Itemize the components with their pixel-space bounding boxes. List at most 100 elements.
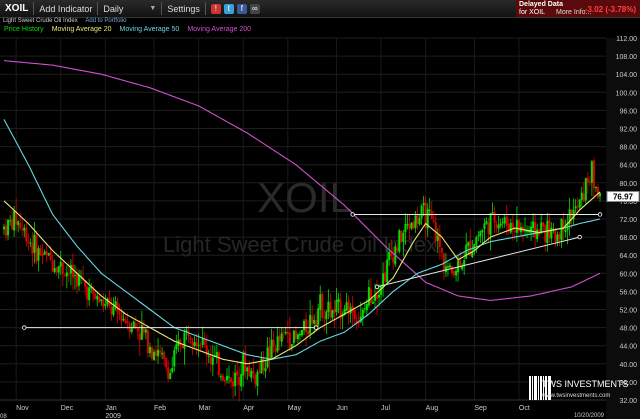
candle-down [542,222,545,227]
y-tick-label: 36.00 [619,380,637,387]
candle-up [590,161,593,183]
moving-averages [3,60,601,365]
candle-down [286,331,289,335]
candle-up [219,376,222,378]
logo-bar [543,376,544,400]
candle-up [185,329,188,333]
candle-down [159,350,162,353]
candle-down [217,352,220,376]
candle-up [578,199,581,208]
legend-ma50[interactable]: Moving Average 50 [119,26,180,33]
candle-up [228,376,231,378]
grid [0,37,640,419]
candle-down [15,212,18,225]
alert-icon[interactable]: ! [210,3,221,14]
logo-bar [534,376,537,400]
facebook-icon[interactable]: f [236,3,247,14]
delayed-for: for XOIL [519,9,546,16]
candle-up [380,286,383,295]
candle-down [323,316,326,318]
separator [97,2,99,15]
link-icon[interactable]: ∞ [249,3,260,14]
candle-down [165,358,168,368]
candle-up [337,298,340,302]
candle-up [410,223,413,229]
candle-down [392,257,395,263]
candle-up [319,294,322,310]
candle-down [351,305,354,312]
candle-up [467,242,470,246]
candle-down [199,345,202,347]
candle-up [546,220,549,243]
legend-ma20[interactable]: Moving Average 20 [51,26,112,33]
add-to-portfolio-link[interactable]: Add to Portfolio [85,18,127,24]
price-change: -3.02 (-3.78%) [584,5,636,14]
candle-up [69,264,72,274]
candle-up [361,309,364,318]
candle-up [171,367,174,373]
legend-ma200[interactable]: Moving Average 200 [187,26,252,33]
candle-up [65,272,68,277]
candle-down [307,331,310,335]
candle-up [240,374,243,387]
legend-price-history[interactable]: Price History [4,26,44,33]
twitter-icon[interactable]: t [223,3,234,14]
candle-up [250,370,253,378]
candle-down [25,227,28,242]
x-tick-label: May [288,405,302,412]
y-tick-label: 100.00 [616,90,638,97]
candle-down [282,331,285,333]
candle-up [436,235,439,241]
candle-down [19,222,22,229]
candle-down [469,240,472,256]
candle-down [268,345,271,359]
candle-up [584,178,587,201]
candle-up [515,220,518,233]
end-date-label: 10/20/2009 [574,413,605,419]
candle-up [363,308,366,310]
logo-bar [540,376,542,400]
candle-down [511,222,514,230]
candle-down [203,338,206,345]
trendline [376,236,580,288]
candle-down [592,160,595,189]
candle-up [418,218,421,225]
last-price-label: 76.97 [613,193,634,202]
candle-down [110,307,113,315]
candle-up [183,332,186,349]
last-price-box [606,191,640,203]
candle-up [260,358,263,374]
candle-down [27,241,30,244]
candle-down [315,320,318,326]
candle-down [134,323,137,328]
candle-down [440,248,443,253]
candle-up [444,266,447,273]
candle-down [41,253,44,257]
candle-up [406,224,409,226]
candle-down [155,350,158,356]
candle-down [35,235,38,262]
candle-up [343,308,346,316]
settings-button[interactable]: Settings [167,3,200,14]
add-indicator-button[interactable]: Add Indicator [39,3,93,14]
candle-up [540,222,543,234]
candle-down [544,225,547,242]
chevron-down-icon: ▼ [149,5,157,12]
candle-up [161,353,164,355]
candle-up [173,350,176,367]
candle-up [211,357,214,365]
candle-up [270,339,273,360]
candle-up [536,229,539,240]
interval-select[interactable]: Daily ▼ [98,4,161,14]
more-info-link[interactable]: More Info... [556,9,592,16]
candle-up [100,299,103,302]
candle-up [489,213,492,236]
trendlines [22,212,603,330]
candle-up [560,218,563,241]
symbol-field[interactable]: XOIL [0,3,33,14]
candle-up [104,303,107,306]
candle-down [189,337,192,340]
separator [33,2,35,15]
candle-up [503,217,506,224]
